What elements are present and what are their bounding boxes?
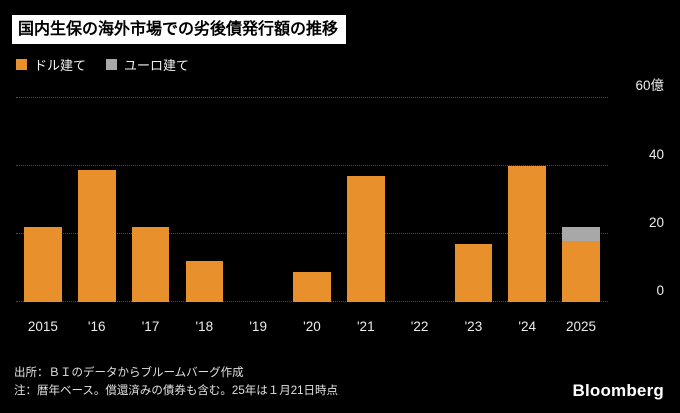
bar-stack bbox=[562, 227, 600, 303]
bar-segment bbox=[293, 271, 331, 303]
bar-slot-18 bbox=[177, 98, 231, 303]
bar-segment bbox=[562, 241, 600, 303]
x-axis-tick-label: '17 bbox=[141, 319, 160, 335]
bar-stack bbox=[24, 227, 62, 303]
dollar-swatch-icon bbox=[16, 59, 27, 71]
page-title: 国内生保の海外市場での劣後債発行額の推移 bbox=[12, 15, 347, 45]
bar-segment bbox=[24, 227, 62, 303]
bar-stack bbox=[508, 166, 547, 303]
bar-slot-2025 bbox=[554, 98, 608, 303]
footnotes: 出所：ＢＩのデータからブルームバーグ作成 注：暦年ベース。償還済みの債券も含む。… bbox=[14, 365, 338, 401]
bar-slot-19 bbox=[231, 98, 285, 302]
x-axis-tick-label: '16 bbox=[87, 319, 106, 335]
legend-label-dollar: ドル建て bbox=[34, 58, 87, 74]
bars-container bbox=[16, 98, 608, 303]
y-axis-tick-label: 40 bbox=[648, 147, 664, 163]
chart-legend: ドル建て ユーロ建て bbox=[0, 44, 680, 74]
legend-item-euro: ユーロ建て bbox=[106, 55, 189, 74]
bar-slot-23 bbox=[447, 98, 501, 303]
x-axis-tick-label: '19 bbox=[249, 319, 267, 335]
y-axis-tick-label: 0 bbox=[656, 283, 664, 299]
bar-stack bbox=[293, 271, 331, 303]
source-note: 出所：ＢＩのデータからブルームバーグ作成 bbox=[14, 367, 244, 380]
bar-slot-24 bbox=[500, 98, 554, 303]
legend-item-dollar: ドル建て bbox=[16, 55, 86, 74]
bar-segment bbox=[77, 169, 116, 303]
x-axis-tick-label: '21 bbox=[356, 319, 375, 335]
x-axis-tick-label: '20 bbox=[303, 319, 321, 335]
chart-header: 国内生保の海外市場での劣後債発行額の推移 bbox=[0, 0, 680, 45]
bar-segment bbox=[454, 244, 493, 303]
x-axis-tick-label: '22 bbox=[410, 319, 429, 335]
basis-note: 注：暦年ベース。償還済みの債券も含む。25年は１月21日時点 bbox=[14, 385, 339, 398]
euro-swatch-icon bbox=[106, 59, 118, 71]
bar-slot-22 bbox=[393, 98, 447, 302]
gridline bbox=[16, 233, 608, 235]
x-axis-labels: 2015 '16 '17 '18 '19 '20 '21 '22 '23 '24 2025 bbox=[16, 319, 608, 334]
x-axis-tick-label: '24 bbox=[518, 319, 537, 335]
y-axis-tick-label: 20 bbox=[648, 215, 664, 231]
bar-slot-20 bbox=[285, 98, 339, 303]
gridline bbox=[16, 97, 608, 99]
bar-slot-17 bbox=[124, 98, 178, 303]
y-axis-tick-label: 60億 bbox=[635, 78, 664, 94]
x-axis-tick-label: '23 bbox=[464, 319, 483, 335]
bar-segment bbox=[185, 261, 224, 303]
bar-stack bbox=[346, 176, 385, 303]
bar-slot-21 bbox=[339, 98, 393, 303]
bar-segment bbox=[562, 227, 600, 241]
plot-area: 0 20 40 60億 bbox=[16, 78, 664, 303]
bar-segment bbox=[508, 166, 547, 303]
bar-stack bbox=[185, 261, 224, 303]
x-axis-tick-label: '18 bbox=[195, 319, 214, 335]
bar-chart: 0 20 40 60億 2015 '16 '17 '18 '19 '20 '21 '22 '23 '24… bbox=[14, 78, 666, 342]
bar-slot-2015 bbox=[16, 98, 70, 303]
legend-label-euro: ユーロ建て bbox=[124, 58, 190, 74]
x-axis-tick-label: 2015 bbox=[27, 319, 58, 335]
chart-footer: 出所：ＢＩのデータからブルームバーグ作成 注：暦年ベース。償還済みの債券も含む。… bbox=[0, 359, 680, 413]
x-axis-tick-label: 2025 bbox=[566, 319, 597, 335]
bar-stack bbox=[131, 227, 170, 303]
bar-segment bbox=[346, 176, 385, 303]
bar-segment bbox=[131, 227, 170, 303]
bloomberg-logo: Bloomberg bbox=[572, 381, 664, 400]
gridline bbox=[16, 165, 608, 167]
bar-stack bbox=[454, 244, 493, 303]
bar-stack bbox=[77, 169, 116, 303]
bar-slot-16 bbox=[70, 98, 124, 303]
